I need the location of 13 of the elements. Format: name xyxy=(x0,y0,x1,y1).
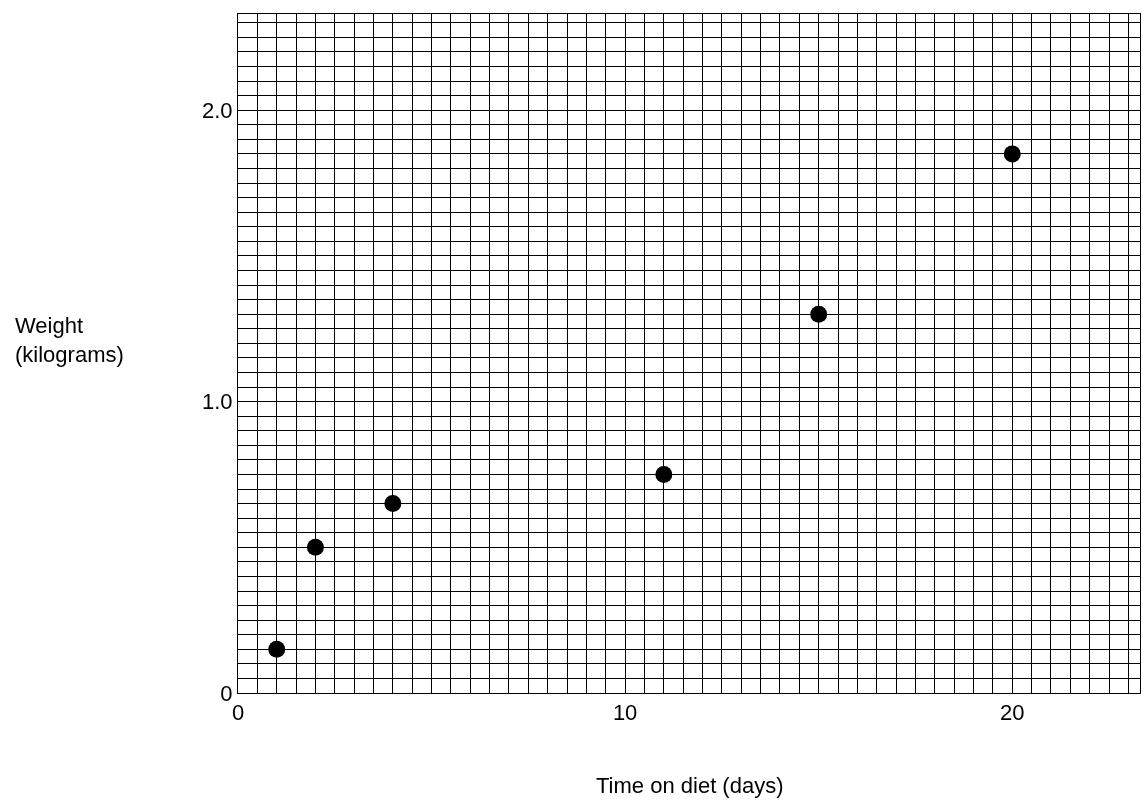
x-tick-label: 20 xyxy=(1000,700,1025,726)
point xyxy=(384,495,402,513)
y-tick-label: 0 xyxy=(220,680,233,706)
x-tick-label: 10 xyxy=(612,700,638,726)
y-tick-label: 2.0 xyxy=(202,97,233,123)
point xyxy=(655,465,673,483)
point xyxy=(810,305,828,323)
point xyxy=(268,640,286,658)
y-axis-title: Weight (kilograms) xyxy=(15,313,124,367)
y-tick-label: 1.0 xyxy=(202,389,233,415)
point xyxy=(1003,145,1021,163)
point xyxy=(306,538,324,556)
x-axis-title: Time on diet (days) xyxy=(596,773,784,798)
